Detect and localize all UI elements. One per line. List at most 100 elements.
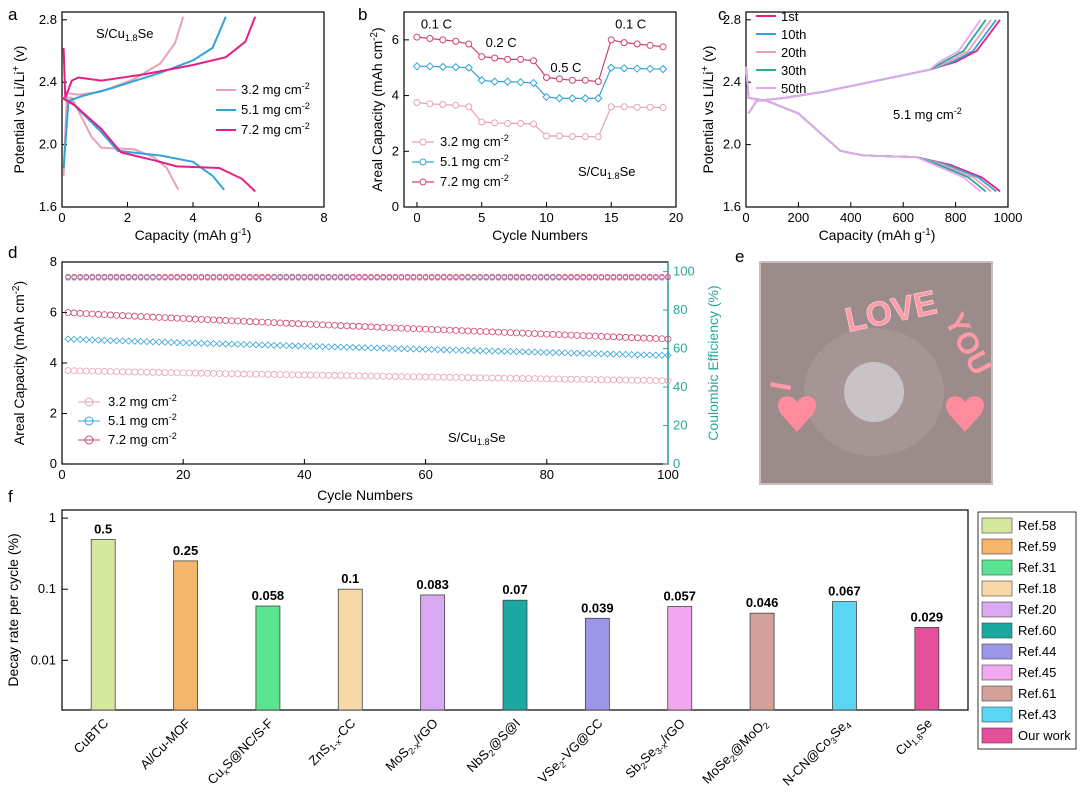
- panel-d-ce-point: [537, 273, 544, 280]
- panel-d-xtick-label: 100: [657, 467, 679, 482]
- panel-d-capacity-point: [591, 376, 599, 383]
- panel-d-ce-point: [362, 273, 368, 280]
- panel-f-legend-label-9: Ref.43: [1018, 707, 1056, 722]
- panel-f-value-label-6: 0.039: [581, 600, 614, 615]
- panel-d-capacity-point: [634, 351, 642, 359]
- panel-b-point: [659, 43, 667, 51]
- panel-d-capacity-point: [167, 314, 175, 322]
- panel-d-capacity-point: [610, 333, 617, 341]
- panel-d-ce-point: [283, 273, 289, 280]
- panel-d-capacity-point: [197, 369, 205, 377]
- panel-d-ce-point: [180, 273, 186, 280]
- panel-b-point: [426, 34, 434, 42]
- panel-a-ytick-label: 1.6: [39, 199, 57, 214]
- panel-f-ylabel: Decay rate per cycle (%): [5, 533, 21, 686]
- panel-d-capacity-point: [216, 316, 223, 324]
- panel-f-value-label-0: 0.5: [94, 522, 112, 537]
- panel-d-capacity-point: [476, 347, 484, 355]
- panel-f-legend-label-0: Ref.58: [1018, 518, 1056, 533]
- panel-d-ce-point: [386, 273, 392, 280]
- panel-d-capacity-point: [282, 342, 290, 350]
- panel-a-xlabel: Capacity (mAh g-1​): [135, 227, 252, 243]
- panel-b-point: [530, 120, 538, 128]
- panel-d-ce-point: [277, 273, 283, 280]
- panel-f-legend-swatch-10: [981, 727, 1013, 744]
- panel-d-ce-point: [471, 273, 477, 280]
- panel-d-capacity-point: [167, 338, 175, 346]
- panel-d-capacity-point: [270, 371, 278, 378]
- panel-d-capacity-point: [131, 312, 139, 320]
- panel-f-bar-9: [832, 601, 857, 711]
- panel-d-capacity-point: [373, 372, 381, 380]
- panel-d-capacity-point: [258, 318, 266, 326]
- panel-f-legend-label-10: Our work: [1018, 728, 1071, 743]
- panel-d-capacity-point: [507, 374, 514, 382]
- panel-b-point: [632, 64, 642, 73]
- panel-d-capacity-point: [185, 339, 193, 347]
- panel-b-point: [477, 76, 486, 85]
- panel-d-ce-point: [259, 273, 265, 280]
- panel-b-point: [646, 41, 654, 49]
- panel-b-point: [465, 40, 473, 48]
- panel-d-capacity-point: [337, 372, 345, 379]
- panel-f-legend-swatch-6: [981, 643, 1013, 660]
- panel-d-capacity-point: [585, 376, 593, 383]
- panel-d-ce-point: [634, 273, 641, 280]
- panel-d-capacity-point: [234, 370, 242, 378]
- panel-d-capacity-point: [409, 345, 418, 353]
- panel-d-y2tick-label: 0: [673, 456, 680, 471]
- panel-d-ce-point: [198, 273, 205, 280]
- panel-d-ce-point: [325, 273, 332, 280]
- panel-d-capacity-point: [537, 375, 545, 383]
- panel-d-legend-label-0: 3.2 mg cm-2​: [108, 393, 177, 409]
- panel-f-bar-0: [90, 539, 116, 711]
- panel-d-capacity-point: [373, 323, 381, 331]
- panel-c-frame: [745, 11, 1009, 208]
- panel-d-ce-point: [350, 273, 356, 280]
- panel-label-e: e: [735, 247, 744, 266]
- panel-b-point: [478, 53, 486, 61]
- panel-d-ce-point: [368, 273, 374, 280]
- panel-d-capacity-point: [331, 321, 339, 329]
- panel-d-ce-point: [483, 273, 489, 280]
- panel-d-ce-point: [356, 273, 362, 280]
- panel-d-ce-point: [138, 273, 144, 280]
- panel-d-capacity-point: [561, 349, 569, 357]
- panel-d-xtick-label: 80: [540, 467, 554, 482]
- panel-d-capacity-point: [415, 345, 424, 353]
- panel-d-ce-point: [162, 273, 168, 280]
- panel-d-capacity-point: [500, 374, 508, 382]
- panel-d-ce-point: [228, 273, 235, 280]
- panel-d-ce-point: [253, 273, 259, 280]
- panel-d-capacity-point: [276, 319, 284, 327]
- panel-d-capacity-point: [64, 335, 72, 343]
- panel-d-capacity-point: [555, 349, 563, 357]
- panel-d-capacity-point: [307, 371, 314, 379]
- panel-b-xtick-label: 15: [604, 210, 618, 225]
- panel-d-capacity-point: [391, 373, 399, 380]
- panel-d-capacity-point: [543, 330, 551, 338]
- panel-b-rate-label-2: 0.5 C: [550, 60, 581, 75]
- panel-d-capacity-point: [452, 327, 460, 334]
- panel-d-ce-point: [313, 273, 320, 280]
- panel-e-led-photo: LOVE I YOU: [759, 261, 997, 485]
- panel-d-ce-point: [586, 273, 592, 280]
- panel-d-capacity-point: [300, 320, 308, 328]
- panel-d-capacity-point: [228, 370, 236, 378]
- panel-d-capacity-point: [76, 335, 84, 344]
- panel-d-capacity-point: [143, 368, 151, 376]
- panel-c-ytick-label: 2.8: [723, 12, 741, 27]
- panel-d-capacity-point: [567, 331, 575, 339]
- panel-d-capacity-point: [185, 315, 193, 323]
- panel-f-bar-7: [667, 606, 693, 711]
- panel-d-ce-point: [604, 273, 611, 280]
- panel-d-capacity-point: [215, 340, 224, 348]
- panel-d-capacity-point: [191, 315, 199, 323]
- panel-d-capacity-point: [385, 344, 393, 352]
- panel-d-capacity-point: [240, 370, 248, 378]
- panel-d-capacity-point: [646, 376, 654, 384]
- panel-d-ce-point: [416, 273, 423, 280]
- panel-d-capacity-point: [155, 338, 163, 346]
- panel-d-ce-point: [544, 273, 550, 280]
- panel-d-xtick-label: 60: [418, 467, 432, 482]
